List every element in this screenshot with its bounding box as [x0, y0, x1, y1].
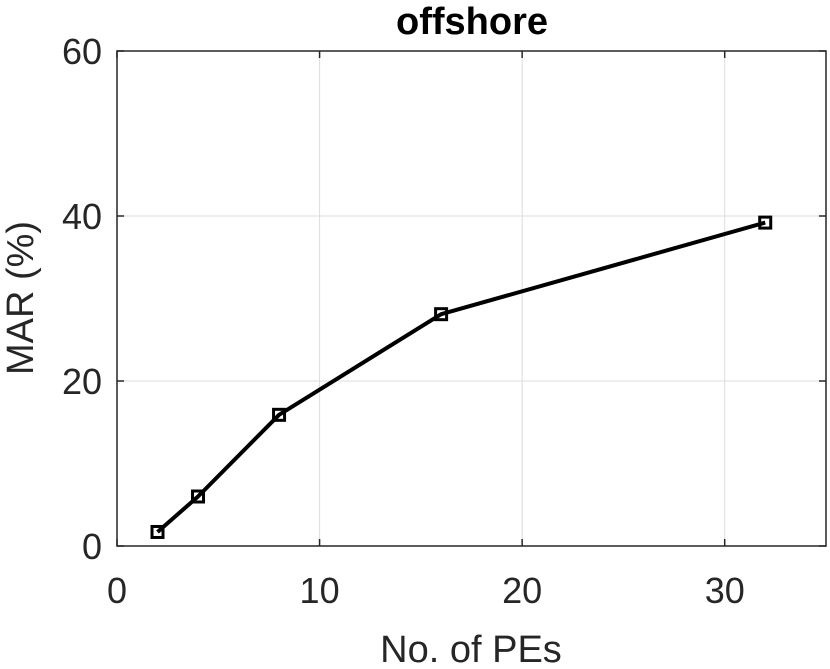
y-tick-label: 60 [62, 31, 102, 72]
x-tick-label: 20 [502, 570, 542, 611]
data-point-marker [272, 407, 287, 422]
series-line [156, 220, 766, 534]
data-point-marker [758, 215, 773, 230]
y-tick-label: 20 [62, 361, 102, 402]
plot-area-frame [116, 50, 827, 547]
x-axis-label: No. of PEs [380, 629, 562, 669]
chart-title: offshore [396, 1, 548, 43]
ticks [116, 50, 826, 547]
y-axis-label: MAR (%) [0, 221, 42, 375]
x-tick-label: 10 [300, 570, 340, 611]
x-tick-label: 0 [107, 570, 127, 611]
data-point-marker [434, 307, 449, 322]
y-tick-label: 40 [62, 196, 102, 237]
data-point-marker [191, 489, 206, 504]
data-point-marker [150, 524, 165, 539]
series [150, 215, 773, 539]
x-tick-label: 30 [705, 570, 745, 611]
y-tick-label: 0 [82, 526, 102, 567]
tick-labels: 0 10 20 30 0 20 40 60 [62, 31, 745, 611]
